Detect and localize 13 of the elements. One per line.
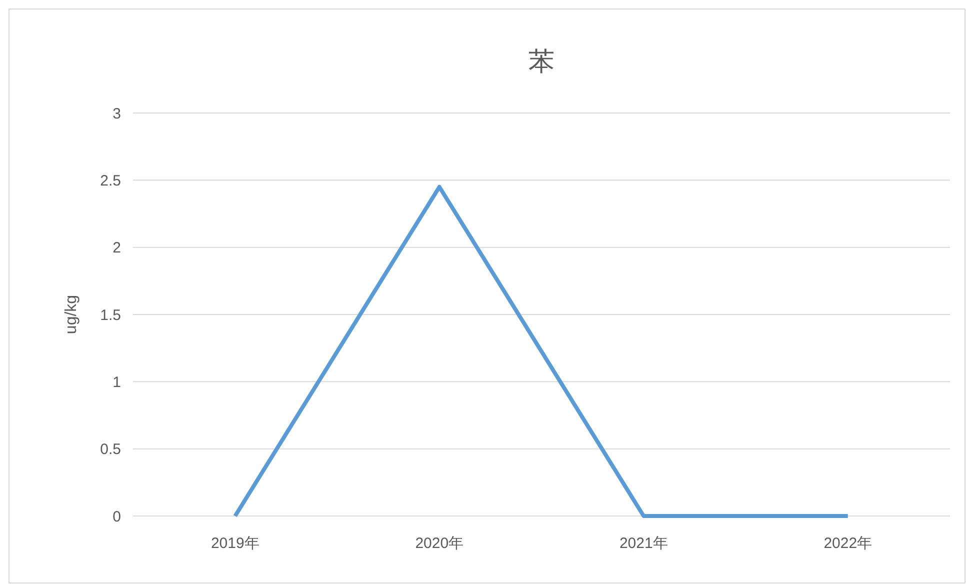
- y-tick-label: 0: [112, 508, 121, 526]
- y-axis-title: ug/kg: [63, 294, 80, 334]
- y-tick-label: 1.5: [100, 306, 121, 324]
- y-tick-label: 0.5: [100, 441, 121, 458]
- chart-title: 苯: [528, 46, 554, 76]
- x-tick-label: 2019年: [210, 535, 260, 552]
- y-tick-label: 2: [112, 240, 121, 257]
- y-tick-label: 2.5: [100, 172, 121, 190]
- x-tick-label: 2022年: [824, 535, 872, 552]
- y-tick-label: 3: [112, 105, 121, 122]
- x-tick-label: 2020年: [415, 535, 464, 552]
- x-tick-label: 2021年: [619, 535, 668, 552]
- y-tick-label: 1: [112, 374, 121, 391]
